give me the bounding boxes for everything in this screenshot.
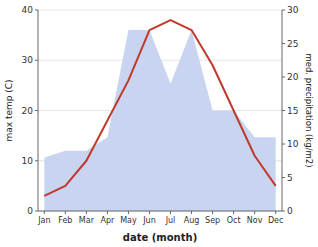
precip-area [44, 30, 275, 211]
x-tick [149, 211, 150, 214]
y2-tick-label: 25 [287, 39, 298, 49]
y-axis [38, 10, 39, 211]
x-tick [212, 211, 213, 214]
x-tick [86, 211, 87, 214]
y-tick-label: 40 [22, 5, 34, 15]
x-tick [170, 211, 171, 214]
y-tick-label: 30 [22, 55, 34, 65]
y-label: max temp (C) [4, 79, 14, 141]
x-tick-label: Mar [79, 216, 95, 225]
x-label: date (month) [123, 232, 197, 243]
x-tick-label: Aug [184, 216, 200, 225]
y-tick-label: 20 [22, 106, 34, 116]
x-tick-label: May [120, 216, 137, 225]
y2-tick-label: 20 [287, 72, 299, 82]
x-tick [107, 211, 108, 214]
x-tick-label: Jul [165, 216, 176, 225]
x-tick [254, 211, 255, 214]
grid-line [38, 10, 282, 11]
x-tick [275, 211, 276, 214]
y2-tick-label: 0 [287, 206, 293, 216]
x-axis [38, 211, 282, 212]
x-tick-label: Sep [205, 216, 220, 225]
x-tick [233, 211, 234, 214]
x-tick [65, 211, 66, 214]
temp-line [44, 20, 275, 196]
x-tick-label: Jun [142, 216, 156, 225]
y2-tick-label: 15 [287, 106, 298, 116]
y2-label: med. precipitation (kg/m2) [304, 53, 314, 167]
x-tick [191, 211, 192, 214]
x-tick-label: Apr [100, 216, 115, 225]
x-tick-label: Nov [247, 216, 263, 225]
y2-tick-label: 5 [287, 173, 293, 183]
chart: 0 10 20 30 40 0 5 10 15 20 25 30 Jan Feb Mar Apr May Jun J… [0, 0, 318, 247]
plot-area [44, 20, 275, 211]
x-tick [44, 211, 45, 214]
y2-axis [282, 10, 283, 211]
x-tick-label: Feb [58, 216, 72, 225]
x-tick-label: Dec [268, 216, 283, 225]
x-tick-label: Oct [227, 216, 241, 225]
x-tick [128, 211, 129, 214]
y-tick-label: 0 [27, 206, 33, 216]
y2-tick-label: 10 [287, 139, 299, 149]
grid-line [38, 211, 282, 212]
y2-tick-label: 30 [287, 5, 299, 15]
y-tick-label: 10 [22, 156, 34, 166]
x-tick-label: Jan [37, 216, 50, 225]
